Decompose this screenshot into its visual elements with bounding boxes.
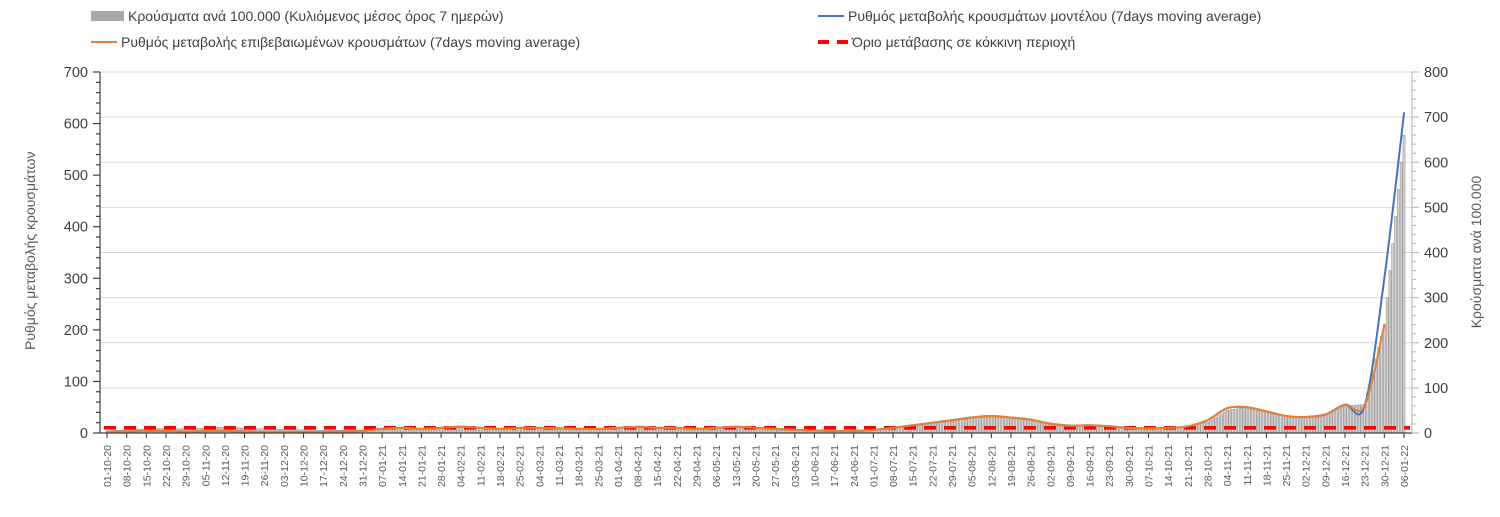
svg-text:03-06-21: 03-06-21	[790, 445, 802, 487]
legend-item-confirmed-rate: Ρυθμός μεταβολής επιβεβαιωμένων κρουσμάτ…	[91, 33, 580, 51]
svg-text:400: 400	[1424, 246, 1448, 262]
svg-text:17-12-20: 17-12-20	[318, 445, 330, 487]
legend-label: Όριο μετάβασης σε κόκκινη περιοχή	[852, 34, 1076, 50]
svg-text:19-08-21: 19-08-21	[1006, 445, 1018, 487]
svg-text:03-12-20: 03-12-20	[279, 445, 291, 487]
svg-text:0: 0	[1424, 426, 1432, 442]
svg-text:18-11-21: 18-11-21	[1261, 445, 1273, 486]
svg-text:06-01-22: 06-01-22	[1399, 445, 1411, 487]
blue-line-swatch-icon	[818, 14, 844, 18]
svg-text:25-03-21: 25-03-21	[593, 445, 605, 487]
svg-text:11-03-21: 11-03-21	[554, 445, 566, 486]
svg-text:29-04-21: 29-04-21	[692, 445, 704, 487]
svg-text:24-06-21: 24-06-21	[849, 445, 861, 487]
svg-text:100: 100	[1424, 381, 1448, 397]
svg-text:31-12-20: 31-12-20	[357, 445, 369, 487]
svg-text:01-07-21: 01-07-21	[868, 445, 880, 487]
svg-text:09-09-21: 09-09-21	[1065, 445, 1077, 487]
svg-text:18-03-21: 18-03-21	[574, 445, 586, 487]
svg-text:11-11-21: 11-11-21	[1242, 445, 1254, 486]
svg-text:22-04-21: 22-04-21	[672, 445, 684, 487]
svg-text:07-10-21: 07-10-21	[1144, 445, 1156, 487]
svg-text:14-10-21: 14-10-21	[1163, 445, 1175, 487]
svg-text:06-05-21: 06-05-21	[711, 445, 723, 487]
legend-item-model-rate: Ρυθμός μεταβολής κρουσμάτων μοντέλου (7d…	[818, 7, 1261, 25]
svg-text:20-05-21: 20-05-21	[751, 445, 763, 487]
svg-text:500: 500	[64, 168, 88, 184]
svg-text:21-10-21: 21-10-21	[1183, 445, 1195, 487]
svg-text:10-06-21: 10-06-21	[809, 445, 821, 487]
svg-text:14-01-21: 14-01-21	[397, 445, 409, 487]
svg-text:02-09-21: 02-09-21	[1045, 445, 1057, 487]
svg-text:17-06-21: 17-06-21	[829, 445, 841, 487]
legend-label: Κρούσματα ανά 100.000 (Κυλιόμενος μέσος …	[128, 8, 504, 24]
svg-text:09-12-21: 09-12-21	[1320, 445, 1332, 487]
svg-text:28-10-21: 28-10-21	[1202, 445, 1214, 487]
svg-text:300: 300	[64, 271, 88, 287]
svg-text:18-02-21: 18-02-21	[495, 445, 507, 487]
svg-text:08-04-21: 08-04-21	[633, 445, 645, 487]
svg-text:200: 200	[64, 323, 88, 339]
svg-text:300: 300	[1424, 291, 1448, 307]
red-dash-swatch-icon	[818, 40, 848, 44]
svg-text:07-01-21: 07-01-21	[377, 445, 389, 487]
svg-text:25-11-21: 25-11-21	[1281, 445, 1293, 486]
svg-text:16-12-21: 16-12-21	[1340, 445, 1352, 487]
svg-text:700: 700	[1424, 110, 1448, 126]
svg-text:26-11-20: 26-11-20	[259, 445, 271, 486]
svg-text:400: 400	[64, 220, 88, 236]
svg-text:23-09-21: 23-09-21	[1104, 445, 1116, 487]
svg-text:24-12-20: 24-12-20	[338, 445, 350, 487]
svg-text:23-12-21: 23-12-21	[1360, 445, 1372, 487]
svg-text:26-08-21: 26-08-21	[1026, 445, 1038, 487]
svg-text:04-02-21: 04-02-21	[456, 445, 468, 487]
svg-text:200: 200	[1424, 336, 1448, 352]
svg-text:05-11-20: 05-11-20	[200, 445, 212, 486]
orange-line-swatch-icon	[91, 40, 117, 44]
svg-text:21-01-21: 21-01-21	[416, 445, 428, 487]
svg-text:15-07-21: 15-07-21	[908, 445, 920, 487]
svg-text:15-10-20: 15-10-20	[141, 445, 153, 487]
svg-text:05-08-21: 05-08-21	[967, 445, 979, 487]
bar-swatch-icon	[91, 11, 124, 21]
svg-text:600: 600	[64, 117, 88, 133]
svg-text:04-11-21: 04-11-21	[1222, 445, 1234, 486]
legend-label: Ρυθμός μεταβολής επιβεβαιωμένων κρουσμάτ…	[121, 34, 581, 50]
svg-text:600: 600	[1424, 155, 1448, 171]
svg-text:04-03-21: 04-03-21	[534, 445, 546, 487]
svg-text:08-10-20: 08-10-20	[122, 445, 134, 487]
legend-item-cases-per-100k: Κρούσματα ανά 100.000 (Κυλιόμενος μέσος …	[91, 7, 504, 25]
svg-text:30-09-21: 30-09-21	[1124, 445, 1136, 487]
svg-text:22-07-21: 22-07-21	[927, 445, 939, 487]
svg-text:500: 500	[1424, 200, 1448, 216]
svg-text:100: 100	[64, 374, 88, 390]
svg-text:19-11-20: 19-11-20	[240, 445, 252, 486]
svg-text:15-04-21: 15-04-21	[652, 445, 664, 487]
svg-text:08-07-21: 08-07-21	[888, 445, 900, 487]
svg-text:02-12-21: 02-12-21	[1301, 445, 1313, 487]
legend-label: Ρυθμός μεταβολής κρουσμάτων μοντέλου (7d…	[848, 8, 1262, 24]
svg-text:13-05-21: 13-05-21	[731, 445, 743, 487]
svg-text:22-10-20: 22-10-20	[161, 445, 173, 487]
svg-text:01-10-20: 01-10-20	[102, 445, 114, 487]
svg-text:30-12-21: 30-12-21	[1379, 445, 1391, 487]
svg-text:29-07-21: 29-07-21	[947, 445, 959, 487]
legend-item-red-zone-threshold: Όριο μετάβασης σε κόκκινη περιοχή	[818, 33, 1075, 51]
svg-text:01-04-21: 01-04-21	[613, 445, 625, 487]
svg-text:800: 800	[1424, 65, 1448, 81]
svg-text:27-05-21: 27-05-21	[770, 445, 782, 487]
svg-text:25-02-21: 25-02-21	[515, 445, 527, 487]
svg-text:10-12-20: 10-12-20	[299, 445, 311, 487]
svg-text:700: 700	[64, 65, 88, 81]
svg-text:12-08-21: 12-08-21	[986, 445, 998, 487]
svg-text:0: 0	[80, 426, 88, 442]
svg-text:29-10-20: 29-10-20	[181, 445, 193, 487]
svg-text:16-09-21: 16-09-21	[1085, 445, 1097, 487]
svg-text:28-01-21: 28-01-21	[436, 445, 448, 487]
svg-text:12-11-20: 12-11-20	[220, 445, 232, 486]
svg-text:11-02-21: 11-02-21	[475, 445, 487, 486]
